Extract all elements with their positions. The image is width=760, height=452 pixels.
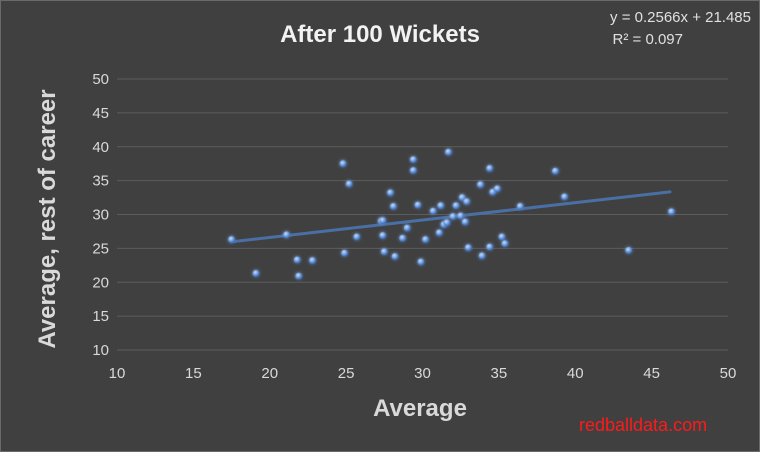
data-point: [293, 256, 301, 264]
y-tick-label: 45: [92, 105, 109, 122]
data-point: [341, 249, 348, 257]
data-point: [295, 272, 303, 280]
data-point: [477, 181, 484, 189]
data-point: [561, 193, 568, 201]
x-axis-label: Average: [373, 395, 467, 422]
x-tick-label: 40: [567, 365, 584, 382]
data-point: [478, 252, 486, 260]
data-point: [390, 202, 397, 210]
x-tick-label: 30: [414, 365, 431, 382]
data-point: [464, 244, 472, 252]
y-tick-label: 10: [92, 342, 109, 359]
y-tick-label: 20: [92, 274, 109, 291]
data-point: [345, 180, 353, 188]
data-point: [409, 156, 417, 164]
data-point: [452, 202, 460, 210]
data-point: [339, 160, 347, 168]
chart-title: After 100 Wickets: [280, 21, 480, 48]
grid-lines: [117, 78, 728, 351]
data-point: [399, 234, 407, 242]
data-point: [443, 219, 451, 227]
data-point: [458, 194, 466, 201]
x-tick-label: 45: [643, 365, 660, 382]
data-points: [228, 148, 675, 280]
x-tick-label: 35: [491, 365, 508, 382]
data-point: [625, 247, 633, 254]
r-squared-label: R² = 0.097: [612, 31, 683, 48]
data-point: [380, 248, 388, 256]
data-point: [501, 240, 509, 248]
data-point: [379, 217, 387, 224]
y-tick-label: 40: [92, 139, 109, 156]
x-tick-label: 20: [261, 365, 278, 382]
trendline-equation: y = 0.2566x + 21.485 R² = 0.097: [610, 7, 753, 51]
data-point: [435, 229, 443, 237]
data-point: [461, 218, 469, 226]
data-point: [422, 236, 429, 243]
y-tick-label: 35: [92, 173, 109, 190]
data-point: [449, 213, 457, 220]
data-point: [486, 165, 494, 172]
data-point: [283, 231, 290, 239]
data-point: [391, 253, 399, 260]
x-tick-labels: 10 15 20 25 30 35 40 45 50: [109, 365, 737, 382]
equation-label: y = 0.2566x + 21.485: [610, 9, 751, 26]
data-point: [403, 224, 411, 232]
data-point: [463, 198, 471, 206]
data-point: [228, 236, 235, 243]
data-point: [414, 201, 422, 209]
y-tick-label: 50: [92, 71, 109, 88]
watermark: redballdata.com: [579, 415, 708, 435]
data-point: [387, 189, 394, 197]
data-point: [445, 148, 452, 156]
data-point: [493, 185, 501, 193]
y-tick-labels: 10 15 20 25 30 35 40 45 50: [92, 71, 109, 359]
y-tick-label: 15: [92, 308, 109, 325]
data-point: [457, 212, 465, 220]
x-tick-label: 15: [185, 365, 202, 382]
data-point: [252, 270, 260, 277]
x-tick-label: 50: [720, 365, 737, 382]
data-point: [353, 233, 361, 241]
data-point: [551, 167, 559, 175]
data-point: [486, 243, 494, 251]
y-tick-label: 30: [92, 207, 109, 224]
data-point: [429, 207, 437, 215]
x-tick-label: 25: [338, 365, 355, 382]
data-point: [516, 202, 524, 210]
data-point: [437, 202, 445, 210]
data-point: [417, 258, 425, 266]
data-point: [498, 233, 506, 241]
x-tick-label: 10: [109, 365, 126, 382]
y-tick-label: 25: [92, 240, 109, 257]
data-point: [409, 167, 417, 174]
data-point: [309, 257, 316, 264]
data-point: [379, 232, 387, 239]
data-point: [668, 208, 675, 216]
